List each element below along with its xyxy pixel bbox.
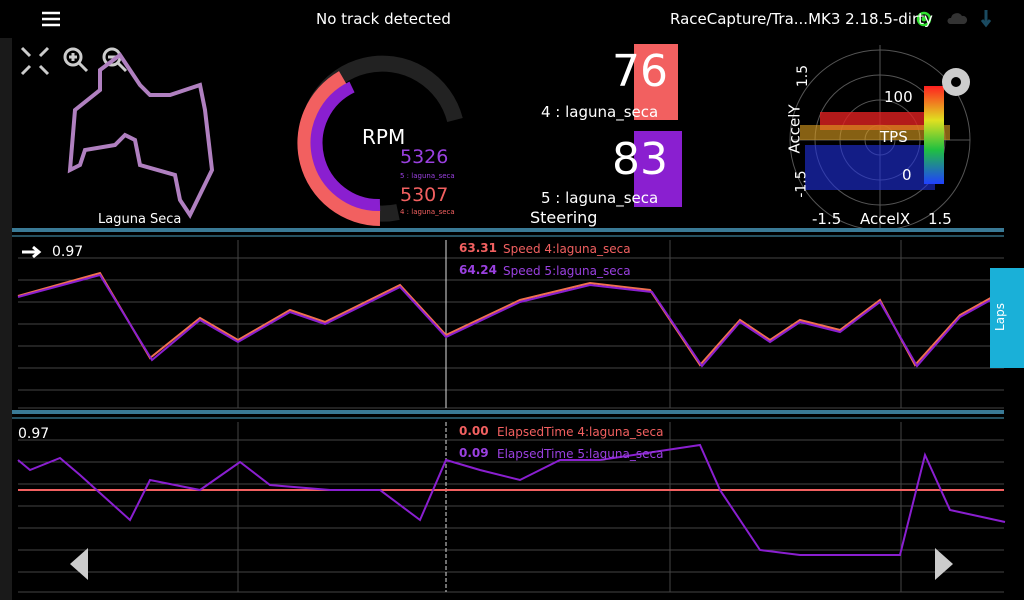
legend-name: ElapsedTime 4:laguna_seca (497, 425, 664, 439)
laps-tab-label[interactable]: Laps (992, 303, 1007, 331)
speed-trace-5 (17, 273, 1006, 368)
legend-name: Speed 5:laguna_seca (503, 264, 631, 278)
gauge-label: RPM (362, 125, 406, 149)
splitter (12, 410, 1004, 414)
download-icon (980, 10, 992, 28)
laps-tab[interactable] (990, 268, 1024, 368)
rpm-session: 4 : laguna_seca (400, 208, 455, 216)
cloud-icon (947, 13, 968, 24)
next-button[interactable] (935, 548, 953, 580)
track-name: Laguna Seca (98, 212, 182, 227)
gauge-value: 83 (612, 134, 668, 185)
x-label: AccelX (860, 210, 911, 228)
rpm-session: 5 : laguna_seca (400, 172, 455, 180)
device-name: RaceCapture/Tra...MK3 2.18.5-dirty (670, 10, 933, 28)
legend-name: Speed 4:laguna_seca (503, 242, 631, 256)
x-tick: -1.5 (812, 210, 842, 228)
legend-value: 64.24 (459, 263, 497, 277)
tps-label: TPS (880, 128, 908, 146)
tps-scale (924, 86, 944, 184)
track-outline (67, 52, 215, 220)
left-strip (0, 38, 12, 600)
legend-value: 0.09 (459, 446, 489, 460)
tps-min: 0 (902, 166, 912, 184)
y-tick: 1.5 (795, 64, 812, 88)
rpm-value: 5326 (400, 146, 449, 168)
gauge-session: 4 : laguna_seca (541, 103, 659, 121)
splitter (12, 228, 1004, 232)
elapsed-trace-5 (17, 443, 1006, 556)
tps-max: 100 (884, 88, 913, 106)
chart-scale: 0.97 (52, 244, 84, 260)
legend-value: 0.00 (459, 424, 489, 438)
chart-1-grid (18, 240, 1004, 409)
y-tick: -1.5 (793, 170, 810, 198)
legend-name: ElapsedTime 5:laguna_seca (497, 447, 664, 461)
map-tools[interactable] (20, 46, 128, 76)
settings-button[interactable] (942, 68, 970, 96)
legend-value: 63.31 (459, 241, 497, 255)
steering-label: Steering (530, 208, 598, 227)
prev-button[interactable] (70, 548, 88, 580)
chart-scale: 0.97 (18, 426, 50, 442)
bar-gauge-4 (634, 44, 678, 120)
bar-gauge-5 (634, 131, 682, 207)
y-label: AccelY (785, 104, 804, 154)
gauge-value: 76 (612, 46, 668, 97)
gauge-arc-4 (297, 71, 381, 226)
chart-2-grid (18, 422, 1004, 593)
x-tick: 1.5 (928, 210, 952, 228)
arrow-icon (22, 245, 42, 259)
status: No track detected (316, 10, 451, 28)
rpm-value: 5307 (400, 184, 449, 206)
speed-trace-4 (17, 271, 1006, 367)
gauge-session: 5 : laguna_seca (541, 189, 659, 207)
gauge-arc-5 (310, 81, 381, 212)
menu-button[interactable] (42, 11, 60, 27)
gps-icon (916, 11, 932, 27)
